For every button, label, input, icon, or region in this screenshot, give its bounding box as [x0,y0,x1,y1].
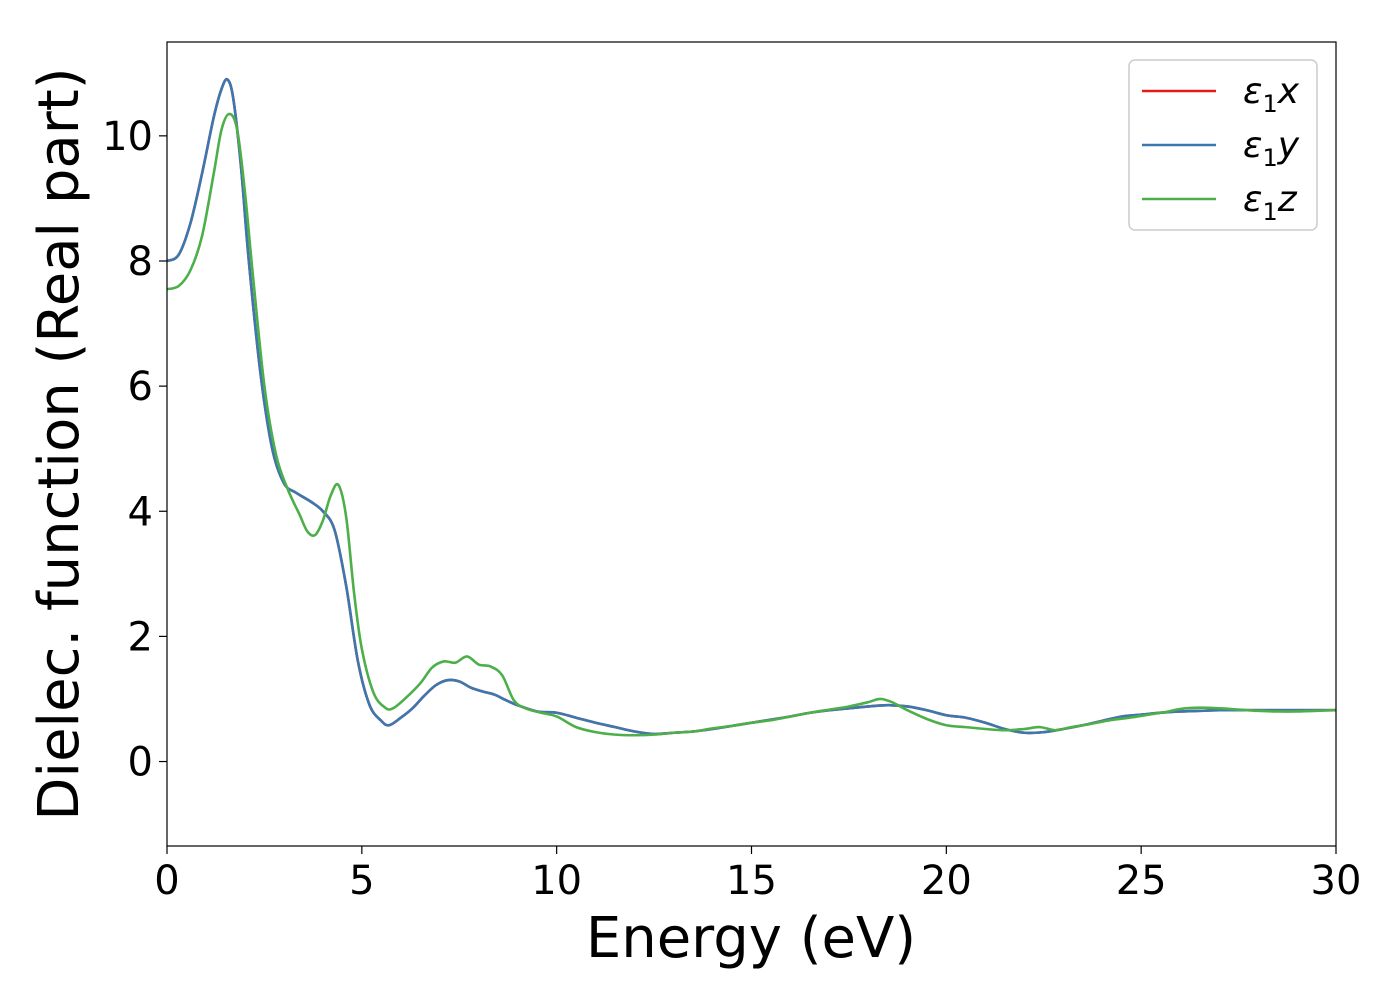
y-tick-label: 4 [128,489,153,535]
series-layer [167,77,1336,737]
x-axis-ticks: 0 5 10 15 20 25 30 [154,846,1361,904]
x-tick-label: 0 [154,858,179,904]
x-tick-label: 25 [1116,858,1167,904]
y-tick-label: 8 [128,239,153,285]
x-axis-label: Energy (eV) [586,906,916,971]
x-tick-label: 10 [531,858,582,904]
x-tick-label: 20 [921,858,972,904]
legend-box [1128,59,1318,231]
y-axis-label: Dielec. function (Real part) [27,67,92,820]
y-tick-label: 2 [128,614,153,660]
x-tick-label: 30 [1311,858,1362,904]
legend: ε1x ε1y ε1z [1128,59,1318,231]
y-axis-ticks: 0 2 4 6 8 10 [102,114,167,786]
legend-label-y: ε1y [1243,125,1300,172]
x-tick-label: 15 [726,858,777,904]
x-tick-label: 5 [349,858,374,904]
y-tick-label: 10 [102,114,153,160]
legend-label-z: ε1z [1243,179,1298,226]
y-tick-label: 6 [128,364,153,410]
y-tick-label: 0 [128,740,153,786]
legend-label-x: ε1x [1243,71,1300,118]
series-line-z [167,112,1336,737]
